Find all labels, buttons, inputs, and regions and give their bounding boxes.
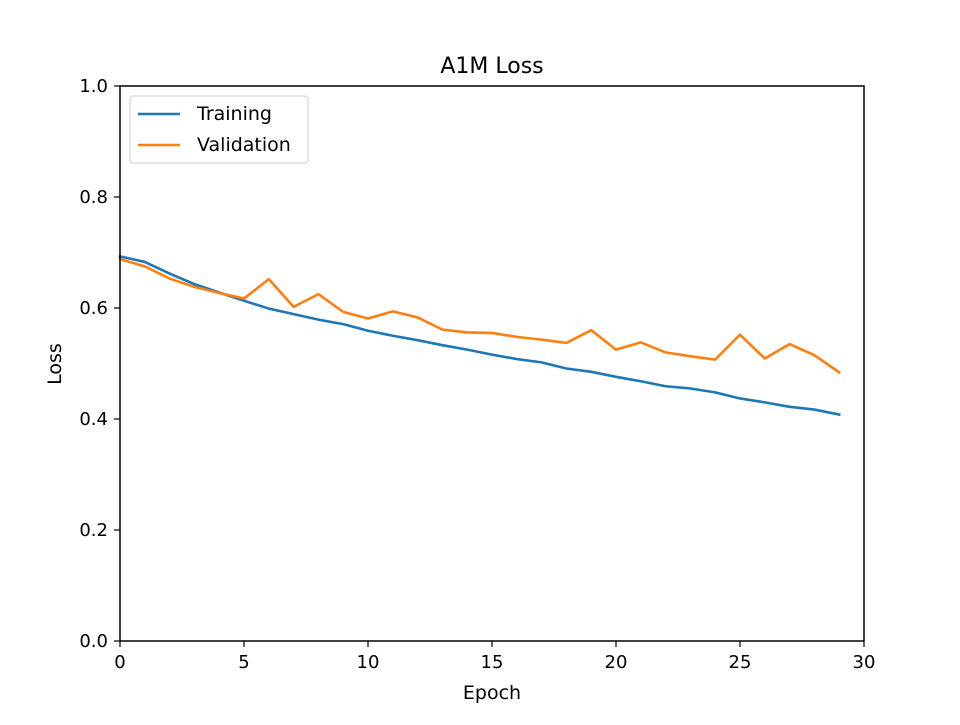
x-tick-label: 30: [853, 652, 876, 673]
x-axis-label: Epoch: [463, 682, 521, 704]
x-tick-label: 15: [481, 652, 504, 673]
y-tick-label: 0.4: [79, 409, 108, 430]
x-tick-label: 10: [357, 652, 380, 673]
y-tick-label: 0.6: [79, 298, 108, 319]
plot-frame: [119, 85, 865, 642]
x-tick-label: 25: [729, 652, 752, 673]
legend-label: Validation: [197, 134, 291, 156]
legend-label: Training: [196, 103, 272, 125]
plot-area: [118, 254, 842, 417]
series-line-validation: [118, 257, 842, 375]
x-tick-label: 5: [238, 652, 249, 673]
y-tick-label: 1.0: [79, 76, 108, 97]
y-axis-label: Loss: [44, 343, 66, 385]
chart-title: A1M Loss: [440, 54, 543, 79]
series-line-training: [118, 254, 841, 417]
y-axis: 0.0 0.2 0.4 0.6 0.8 1.0: [79, 76, 120, 652]
x-tick-label: 0: [114, 652, 125, 673]
x-axis: 0 5 10 15 20 25 30: [114, 641, 875, 673]
y-tick-label: 0.8: [79, 187, 108, 208]
y-tick-label: 0.2: [79, 520, 108, 541]
x-tick-label: 20: [605, 652, 628, 673]
legend: Training Validation: [129, 95, 309, 164]
y-tick-label: 0.0: [79, 631, 108, 652]
